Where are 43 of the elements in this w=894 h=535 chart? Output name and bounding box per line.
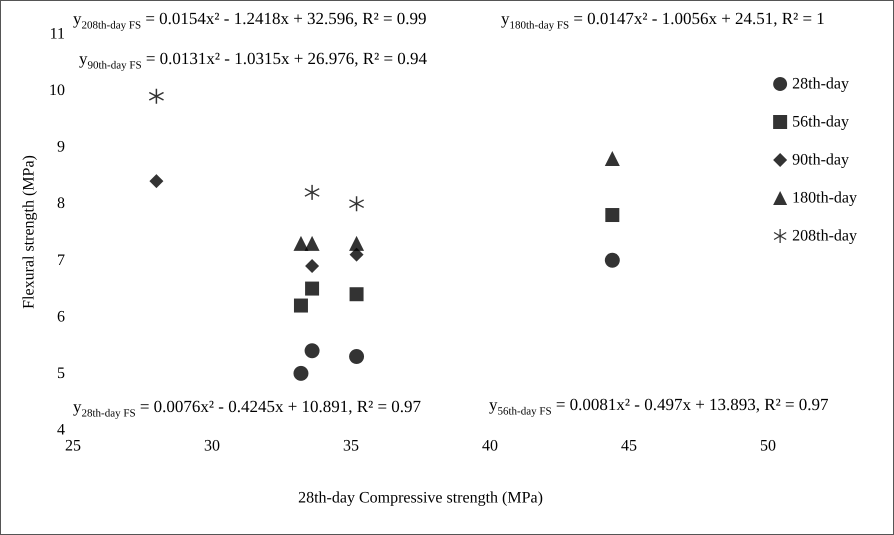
point <box>349 236 364 251</box>
text: y$_{208th-day FS}$ = 0.0154x² - 1.2418x + 32.596, R² = 0.99 <box>73 9 427 32</box>
annotation: y$_{90th-day FS}$ = 0.0131x² - 1.0315x + 26.976, R² = 0.94 <box>79 49 428 72</box>
y-tick-label: 4 <box>57 422 65 438</box>
x-tick-label: 50 <box>760 438 776 454</box>
y-tick-label: 11 <box>50 26 65 42</box>
annotation: y$_{28th-day FS}$ = 0.0076x² - 0.4245x + 10.891, R² = 0.97 <box>73 397 422 420</box>
y-tick-label: 6 <box>57 308 65 326</box>
x-axis-title: 28th-day Compressive strength (MPa) <box>298 490 543 506</box>
x-tick-label: 40 <box>482 438 498 454</box>
x-tick-label: 35 <box>343 438 359 454</box>
y-tick-label: 5 <box>57 364 65 382</box>
point <box>149 174 164 188</box>
point <box>349 348 364 364</box>
y-tick-label: 7 <box>57 252 65 269</box>
x-tick-label: 45 <box>621 438 637 454</box>
point <box>148 88 164 104</box>
legend-label: 208th-day <box>792 228 857 244</box>
point <box>294 298 308 313</box>
annotation: y$_{56th-day FS}$ = 0.0081x² - 0.497x + 13.893, R² = 0.97 <box>489 395 829 418</box>
point <box>293 236 308 251</box>
point <box>304 236 320 251</box>
point <box>293 366 308 381</box>
legend-label: 56th-day <box>792 114 849 130</box>
y-tick-label: 9 <box>57 138 65 156</box>
point <box>305 282 320 296</box>
text: y$_{180th-day FS}$ = 0.0147x² - 1.0056x + 24.51, R² = 1 <box>501 9 825 32</box>
point <box>605 208 620 222</box>
legend-label: 90th-day <box>792 152 849 168</box>
point <box>349 196 364 212</box>
legend-label: 28th-day <box>792 76 849 92</box>
point <box>304 184 320 200</box>
point <box>604 252 620 268</box>
point <box>304 343 320 358</box>
y-tick-label: 10 <box>49 82 65 100</box>
legend-label: 180th-day <box>792 190 857 206</box>
y-tick-label: 8 <box>57 195 65 212</box>
y-axis-title: Flexural strength (MPa) <box>20 155 38 309</box>
point <box>350 287 364 302</box>
x-tick-label: 30 <box>204 438 220 454</box>
x-tick-label: 25 <box>65 438 81 454</box>
point <box>604 150 620 166</box>
point <box>305 258 320 273</box>
